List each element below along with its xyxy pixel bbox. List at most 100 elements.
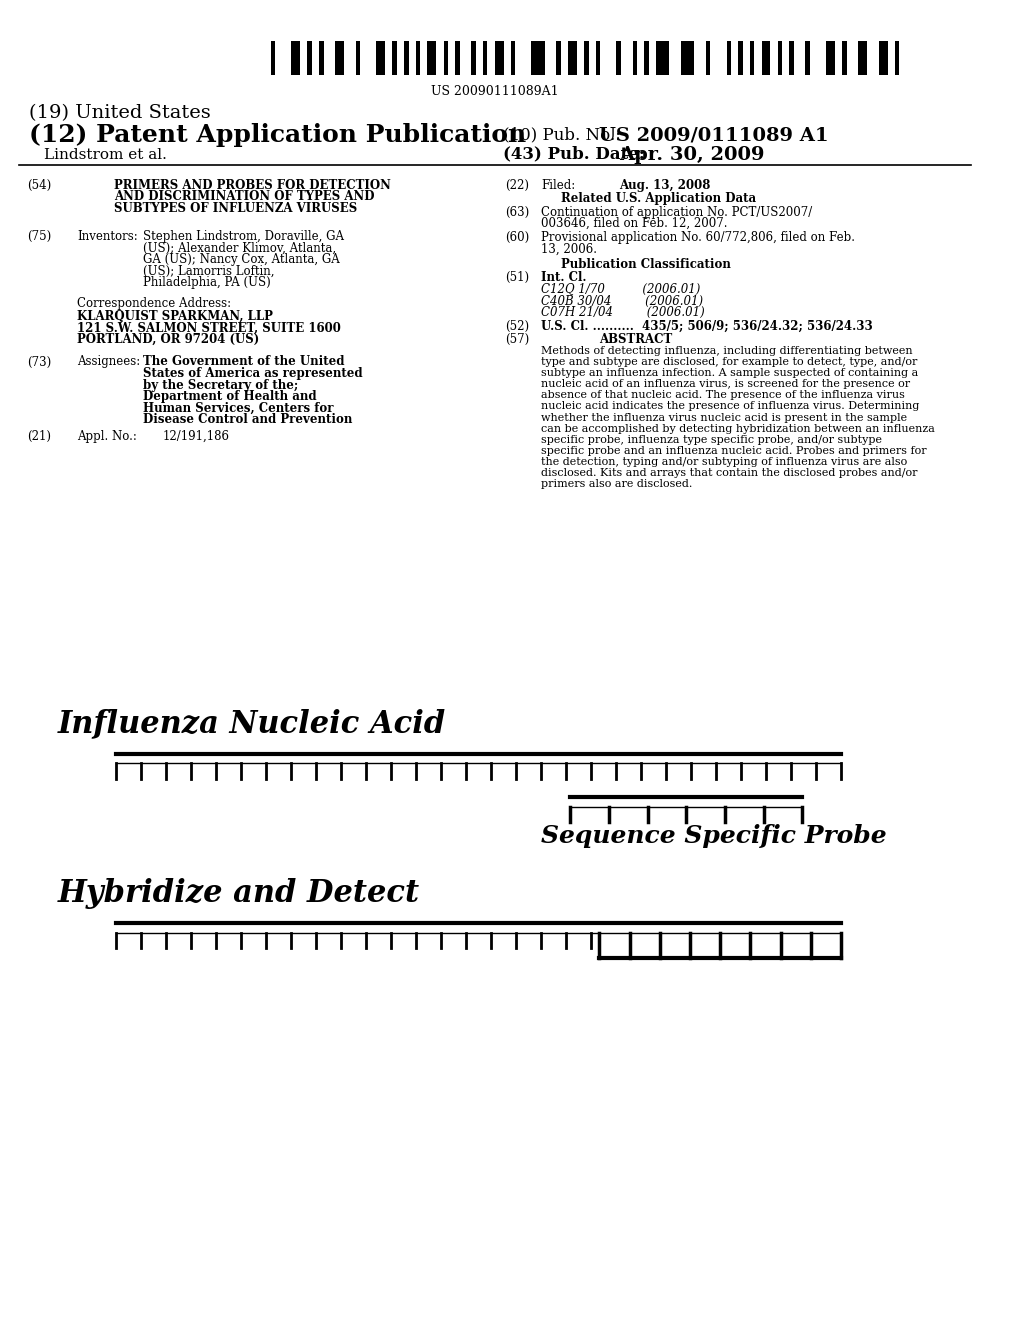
Text: SUBTYPES OF INFLUENZA VIRUSES: SUBTYPES OF INFLUENZA VIRUSES bbox=[114, 202, 357, 215]
Bar bbox=[376, 41, 385, 75]
Text: US 2009/0111089 A1: US 2009/0111089 A1 bbox=[599, 127, 829, 144]
Bar bbox=[644, 41, 648, 75]
Text: Assignees:: Assignees: bbox=[78, 355, 140, 368]
Text: (52): (52) bbox=[505, 319, 528, 333]
Text: Influenza Nucleic Acid: Influenza Nucleic Acid bbox=[58, 709, 446, 739]
Bar bbox=[556, 41, 561, 75]
Text: Philadelphia, PA (US): Philadelphia, PA (US) bbox=[143, 276, 270, 289]
Text: by the Secretary of the;: by the Secretary of the; bbox=[143, 379, 298, 392]
Text: Hybridize and Detect: Hybridize and Detect bbox=[58, 878, 420, 908]
Text: Disease Control and Prevention: Disease Control and Prevention bbox=[143, 413, 352, 426]
Text: type and subtype are disclosed, for example to detect, type, and/or: type and subtype are disclosed, for exam… bbox=[542, 356, 918, 367]
Bar bbox=[568, 41, 577, 75]
Text: KLARQUIST SPARKMAN, LLP: KLARQUIST SPARKMAN, LLP bbox=[78, 310, 273, 323]
Bar bbox=[427, 41, 436, 75]
Bar bbox=[616, 41, 621, 75]
Text: (60): (60) bbox=[505, 231, 529, 244]
Bar bbox=[706, 41, 711, 75]
Bar bbox=[895, 41, 899, 75]
Text: Inventors:: Inventors: bbox=[78, 230, 138, 243]
Bar bbox=[392, 41, 397, 75]
Text: Aug. 13, 2008: Aug. 13, 2008 bbox=[618, 178, 710, 191]
Text: 12/191,186: 12/191,186 bbox=[163, 430, 229, 444]
Text: PRIMERS AND PROBES FOR DETECTION: PRIMERS AND PROBES FOR DETECTION bbox=[114, 178, 391, 191]
Text: Lindstrom et al.: Lindstrom et al. bbox=[43, 148, 166, 161]
Bar bbox=[511, 41, 515, 75]
Bar bbox=[456, 41, 460, 75]
Text: Continuation of application No. PCT/US2007/: Continuation of application No. PCT/US20… bbox=[542, 206, 813, 219]
Bar bbox=[762, 41, 770, 75]
Text: (US); Alexander Klimov, Atlanta,: (US); Alexander Klimov, Atlanta, bbox=[143, 242, 336, 255]
Bar bbox=[842, 41, 847, 75]
Text: primers also are disclosed.: primers also are disclosed. bbox=[542, 479, 693, 490]
Text: AND DISCRIMINATION OF TYPES AND: AND DISCRIMINATION OF TYPES AND bbox=[114, 190, 375, 203]
Text: ABSTRACT: ABSTRACT bbox=[599, 333, 673, 346]
Bar bbox=[495, 41, 504, 75]
Text: (19) United States: (19) United States bbox=[29, 104, 211, 123]
Bar bbox=[858, 41, 867, 75]
Text: can be accomplished by detecting hybridization between an influenza: can be accomplished by detecting hybridi… bbox=[542, 424, 935, 434]
Bar bbox=[355, 41, 360, 75]
Bar bbox=[416, 41, 420, 75]
Bar bbox=[726, 41, 731, 75]
Bar bbox=[319, 41, 324, 75]
Text: (75): (75) bbox=[27, 230, 51, 243]
Text: C12Q 1/70          (2006.01): C12Q 1/70 (2006.01) bbox=[542, 282, 700, 296]
Text: 121 S.W. SALMON STREET, SUITE 1600: 121 S.W. SALMON STREET, SUITE 1600 bbox=[78, 322, 341, 335]
Text: Correspondence Address:: Correspondence Address: bbox=[78, 297, 231, 310]
Text: GA (US); Nancy Cox, Atlanta, GA: GA (US); Nancy Cox, Atlanta, GA bbox=[143, 253, 340, 267]
Text: The Government of the United: The Government of the United bbox=[143, 355, 345, 368]
Text: disclosed. Kits and arrays that contain the disclosed probes and/or: disclosed. Kits and arrays that contain … bbox=[542, 469, 918, 478]
Bar bbox=[291, 41, 300, 75]
Text: nucleic acid indicates the presence of influenza virus. Determining: nucleic acid indicates the presence of i… bbox=[542, 401, 920, 412]
Text: Stephen Lindstrom, Doraville, GA: Stephen Lindstrom, Doraville, GA bbox=[143, 230, 344, 243]
Text: PORTLAND, OR 97204 (US): PORTLAND, OR 97204 (US) bbox=[78, 333, 260, 346]
Text: Filed:: Filed: bbox=[542, 178, 575, 191]
Text: (73): (73) bbox=[27, 355, 51, 368]
Text: nucleic acid of an influenza virus, is screened for the presence or: nucleic acid of an influenza virus, is s… bbox=[542, 379, 910, 389]
Text: (63): (63) bbox=[505, 206, 529, 219]
Bar bbox=[806, 41, 810, 75]
Bar bbox=[531, 41, 545, 75]
Text: whether the influenza virus nucleic acid is present in the sample: whether the influenza virus nucleic acid… bbox=[542, 413, 907, 422]
Text: Provisional application No. 60/772,806, filed on Feb.: Provisional application No. 60/772,806, … bbox=[542, 231, 855, 244]
Text: 13, 2006.: 13, 2006. bbox=[542, 243, 597, 255]
Text: Apr. 30, 2009: Apr. 30, 2009 bbox=[618, 145, 764, 164]
Text: Related U.S. Application Data: Related U.S. Application Data bbox=[561, 193, 756, 205]
Text: Appl. No.:: Appl. No.: bbox=[78, 430, 137, 444]
Text: Department of Health and: Department of Health and bbox=[143, 391, 316, 404]
Text: Sequence Specific Probe: Sequence Specific Probe bbox=[542, 825, 887, 849]
Text: (43) Pub. Date:: (43) Pub. Date: bbox=[503, 145, 644, 162]
Text: U.S. Cl. ..........  435/5; 506/9; 536/24.32; 536/24.33: U.S. Cl. .......... 435/5; 506/9; 536/24… bbox=[542, 319, 873, 333]
Text: subtype an influenza infection. A sample suspected of containing a: subtype an influenza infection. A sample… bbox=[542, 368, 919, 378]
Text: C07H 21/04         (2006.01): C07H 21/04 (2006.01) bbox=[542, 306, 706, 319]
Text: (10) Pub. No.:: (10) Pub. No.: bbox=[503, 127, 621, 144]
Bar bbox=[681, 41, 694, 75]
Bar bbox=[585, 41, 589, 75]
Text: (22): (22) bbox=[505, 178, 528, 191]
Bar bbox=[443, 41, 449, 75]
Bar bbox=[826, 41, 835, 75]
Text: (51): (51) bbox=[505, 272, 528, 284]
Bar bbox=[335, 41, 344, 75]
Text: (12) Patent Application Publication: (12) Patent Application Publication bbox=[29, 124, 526, 148]
Bar bbox=[307, 41, 312, 75]
Text: the detection, typing and/or subtyping of influenza virus are also: the detection, typing and/or subtyping o… bbox=[542, 457, 907, 467]
Text: Int. Cl.: Int. Cl. bbox=[542, 272, 587, 284]
Bar bbox=[750, 41, 755, 75]
Bar bbox=[879, 41, 888, 75]
Bar bbox=[404, 41, 409, 75]
Text: Human Services, Centers for: Human Services, Centers for bbox=[143, 401, 334, 414]
Bar bbox=[596, 41, 600, 75]
Bar bbox=[483, 41, 487, 75]
Text: States of America as represented: States of America as represented bbox=[143, 367, 362, 380]
Bar bbox=[738, 41, 742, 75]
Text: Publication Classification: Publication Classification bbox=[561, 257, 730, 271]
Text: C40B 30/04         (2006.01): C40B 30/04 (2006.01) bbox=[542, 294, 703, 308]
Text: US 20090111089A1: US 20090111089A1 bbox=[431, 84, 559, 98]
Text: (54): (54) bbox=[27, 178, 51, 191]
Bar bbox=[777, 41, 782, 75]
Text: specific probe, influenza type specific probe, and/or subtype: specific probe, influenza type specific … bbox=[542, 434, 883, 445]
Bar bbox=[656, 41, 670, 75]
Text: (21): (21) bbox=[27, 430, 51, 444]
